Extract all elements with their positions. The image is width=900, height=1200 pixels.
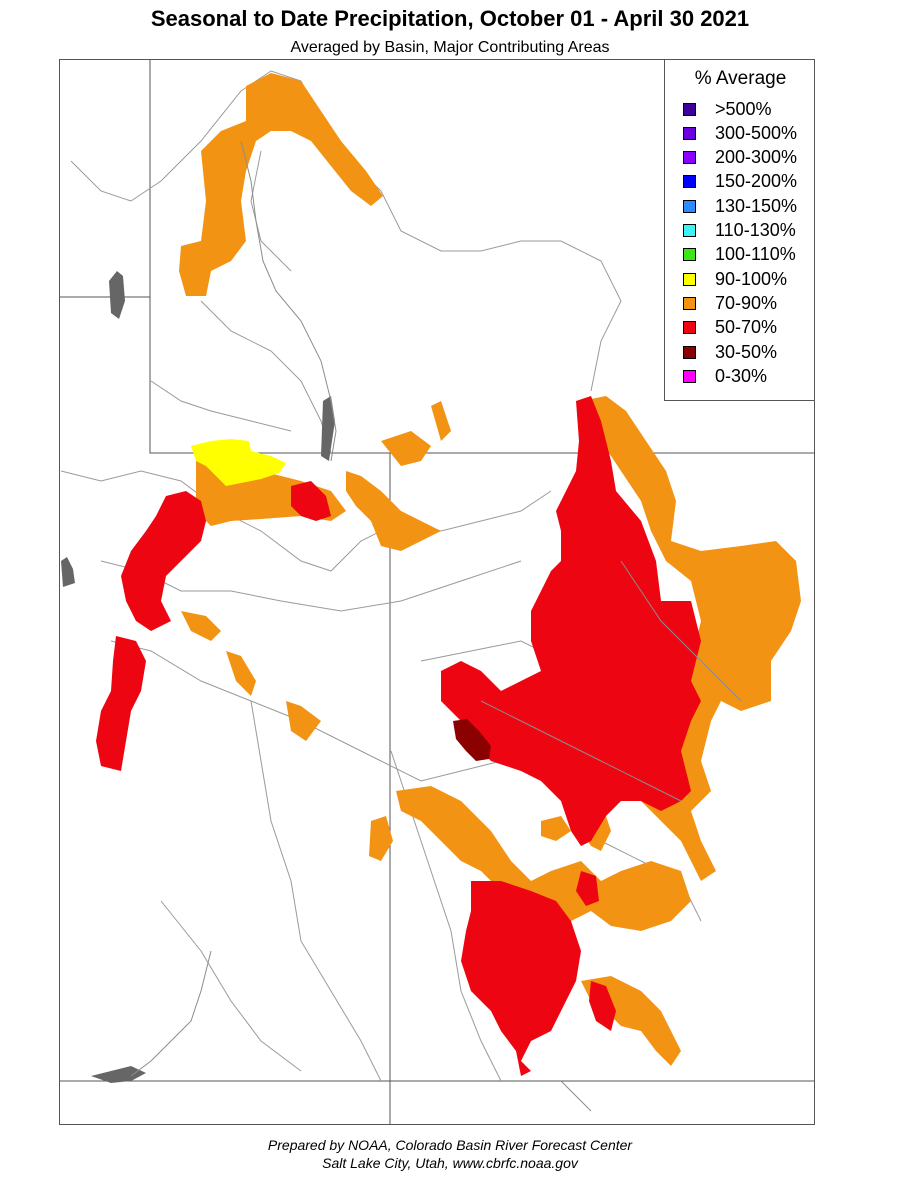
- legend-item: 200-300%: [683, 147, 797, 169]
- legend-swatch: [683, 126, 696, 140]
- legend-swatch: [683, 175, 696, 189]
- legend-item: 70-90%: [683, 292, 777, 314]
- legend-swatch: [683, 224, 696, 237]
- legend-item: 110-130%: [683, 220, 796, 242]
- legend-swatch: [683, 199, 696, 213]
- legend-label: 0-30%: [715, 365, 768, 386]
- legend-item: 90-100%: [683, 268, 787, 290]
- region-90-100: [191, 439, 286, 486]
- legend-label: >500%: [715, 98, 772, 119]
- legend-label: 30-50%: [715, 341, 778, 362]
- legend-label: 70-90%: [715, 292, 778, 313]
- legend-item: 50-70%: [683, 317, 777, 339]
- map-subtitle: Averaged by Basin, Major Contributing Ar…: [290, 39, 610, 56]
- region-50-70: [96, 396, 701, 1076]
- legend-swatch: [683, 369, 696, 383]
- region-30-50: [453, 719, 491, 761]
- region-70-90: [179, 73, 801, 1066]
- legend-swatch: [683, 151, 696, 165]
- credit-line-2: Salt Lake City, Utah, www.cbrfc.noaa.gov: [322, 1155, 578, 1171]
- legend-label: 300-500%: [715, 122, 798, 143]
- legend: % Average >500% 300-500% 200-300% 150-200% 1…: [664, 59, 815, 401]
- legend-label: 200-300%: [715, 147, 798, 168]
- legend-swatch: [683, 296, 696, 310]
- legend-label: 130-150%: [715, 195, 798, 216]
- legend-item: >500%: [683, 98, 772, 120]
- legend-swatch: [683, 272, 696, 286]
- legend-label: 100-110%: [715, 244, 796, 265]
- legend-item: 100-110%: [683, 244, 796, 266]
- map-title: Seasonal to Date Precipitation, October …: [150, 6, 750, 31]
- legend-item: 0-30%: [683, 365, 767, 387]
- legend-title: % Average: [694, 68, 787, 89]
- legend-item: 30-50%: [683, 341, 777, 363]
- legend-label: 150-200%: [715, 171, 798, 192]
- legend-item: 130-150%: [683, 195, 797, 217]
- legend-swatch: [683, 345, 696, 359]
- legend-swatch: [683, 248, 696, 262]
- legend-item: 150-200%: [683, 171, 797, 193]
- legend-swatch: [683, 321, 696, 335]
- legend-swatch: [683, 102, 696, 116]
- credit-line-1: Prepared by NOAA, Colorado Basin River F…: [267, 1137, 633, 1153]
- legend-item: 300-500%: [683, 122, 797, 144]
- legend-label: 110-130%: [715, 220, 796, 240]
- legend-label: 90-100%: [715, 268, 788, 289]
- legend-label: 50-70%: [715, 317, 778, 338]
- rivers: [130, 140, 742, 1112]
- lakes: [61, 271, 335, 1083]
